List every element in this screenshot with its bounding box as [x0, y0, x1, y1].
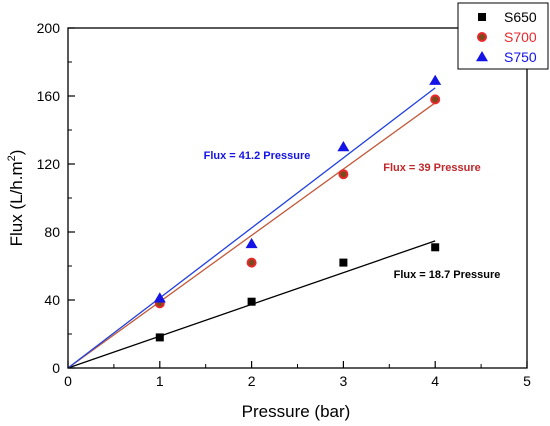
x-tick-label: 1 [156, 373, 164, 389]
y-axis-title-sup: 2 [6, 155, 18, 161]
y-tick-label: 120 [37, 156, 61, 172]
point-s750 [337, 141, 350, 152]
point-s750 [429, 74, 442, 85]
plot-frame [67, 27, 528, 369]
point-s700 [338, 169, 349, 180]
fit-label-s650: Flux = 18.7 Pressure [394, 269, 501, 281]
marker-core [340, 171, 347, 178]
point-s650 [431, 243, 440, 252]
axes: 0 1 2 3 4 5 0 40 80 120 160 200 [37, 20, 531, 389]
marker-core [432, 96, 439, 103]
y-tick-label: 40 [44, 292, 60, 308]
fit-line-s750 [67, 87, 436, 369]
legend-marker-s650 [478, 13, 486, 21]
legend-label-s700: S700 [504, 29, 537, 45]
point-s650 [339, 258, 348, 267]
svg-text:Flux (L/h.m2): Flux (L/h.m2) [6, 150, 26, 247]
data-points [153, 74, 442, 342]
legend-box [457, 2, 549, 70]
point-s700 [430, 94, 441, 105]
y-axis-title-main: Flux (L/h.m [7, 161, 26, 246]
x-tick-label: 3 [340, 373, 348, 389]
y-tick-label: 200 [37, 20, 61, 36]
marker-core [479, 34, 485, 40]
y-axis-title-close: ) [7, 150, 26, 156]
x-tick-label: 2 [248, 373, 256, 389]
y-tick-label: 0 [52, 360, 60, 376]
point-s750 [245, 237, 258, 249]
x-tick-label: 0 [64, 373, 72, 389]
plot-area [67, 27, 528, 369]
point-s650 [247, 297, 256, 306]
legend-marker-s750 [476, 51, 488, 62]
legend-label-s650: S650 [504, 9, 537, 25]
x-tick-label: 5 [523, 373, 531, 389]
y-tick-label: 80 [44, 224, 60, 240]
fit-label-s750: Flux = 41.2 Pressure [204, 150, 311, 162]
x-axis-title: Pressure (bar) [242, 402, 351, 421]
fit-annotations: Flux = 18.7 Pressure Flux = 39 Pressure Fl… [204, 150, 501, 281]
point-s750 [153, 292, 166, 303]
legend-marker-s700 [477, 32, 487, 42]
y-tick-label: 160 [37, 88, 61, 104]
y-axis-title: Flux (L/h.m2) [6, 150, 26, 247]
marker-core [248, 259, 255, 266]
x-tick-label: 4 [431, 373, 439, 389]
point-s650 [155, 333, 164, 342]
fit-lines [67, 87, 436, 369]
point-s700 [246, 257, 257, 268]
fit-label-s700: Flux = 39 Pressure [383, 162, 481, 174]
legend: S650 S700 S750 [457, 2, 549, 70]
legend-label-s750: S750 [504, 49, 537, 65]
fit-line-s700 [67, 102, 436, 369]
